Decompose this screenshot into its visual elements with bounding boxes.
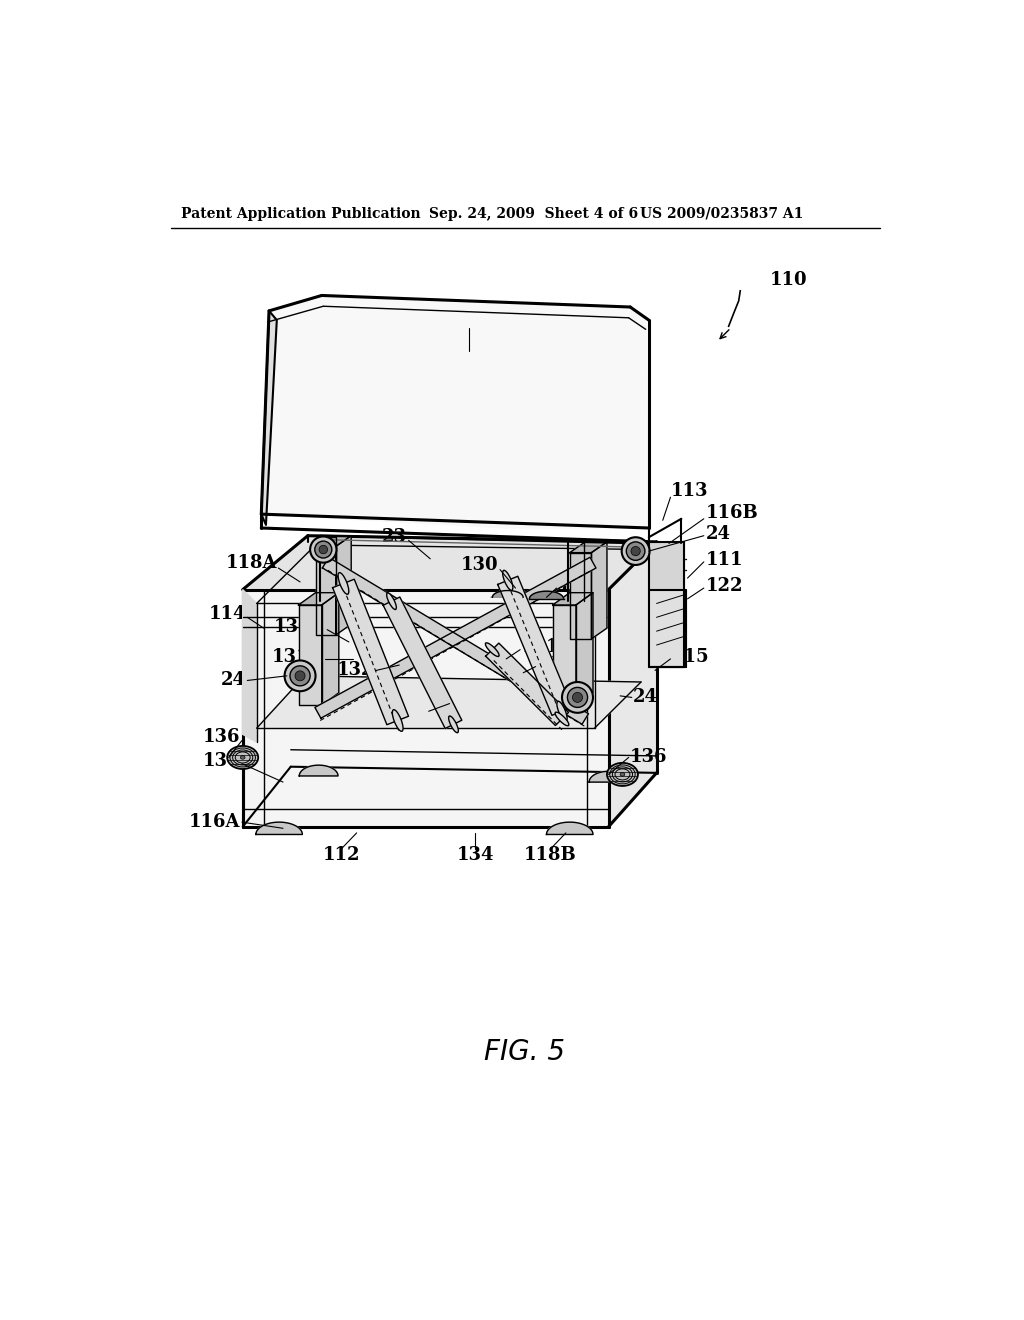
- Polygon shape: [299, 593, 339, 605]
- Polygon shape: [592, 543, 607, 639]
- Polygon shape: [299, 766, 338, 776]
- Circle shape: [310, 536, 337, 562]
- Text: 111: 111: [706, 552, 742, 569]
- Polygon shape: [336, 536, 351, 635]
- Text: 24: 24: [221, 672, 246, 689]
- Polygon shape: [256, 822, 302, 834]
- Circle shape: [295, 671, 305, 681]
- Circle shape: [631, 546, 640, 556]
- Text: 130: 130: [461, 556, 499, 574]
- Polygon shape: [261, 296, 649, 528]
- Polygon shape: [243, 590, 608, 826]
- Ellipse shape: [227, 746, 258, 770]
- Text: 131B: 131B: [521, 639, 574, 656]
- Polygon shape: [243, 536, 656, 590]
- Text: 134: 134: [457, 846, 494, 865]
- Text: FIG. 5: FIG. 5: [484, 1038, 565, 1065]
- Ellipse shape: [621, 772, 625, 776]
- Circle shape: [319, 545, 328, 554]
- Text: US 2009/0235837 A1: US 2009/0235837 A1: [640, 207, 803, 220]
- Ellipse shape: [607, 763, 638, 785]
- Circle shape: [567, 688, 588, 708]
- Ellipse shape: [449, 715, 459, 733]
- Circle shape: [290, 665, 310, 686]
- Polygon shape: [553, 605, 575, 705]
- Ellipse shape: [485, 643, 499, 656]
- Polygon shape: [529, 591, 563, 599]
- Text: Patent Application Publication: Patent Application Publication: [180, 207, 420, 220]
- Polygon shape: [485, 643, 568, 726]
- Text: 116A: 116A: [188, 813, 241, 832]
- Polygon shape: [323, 557, 589, 725]
- Circle shape: [562, 682, 593, 713]
- Text: 114: 114: [208, 606, 246, 623]
- Circle shape: [627, 541, 645, 560]
- Ellipse shape: [503, 570, 513, 590]
- Ellipse shape: [338, 573, 349, 594]
- Circle shape: [285, 660, 315, 692]
- Text: 130B: 130B: [375, 702, 427, 721]
- Polygon shape: [569, 543, 607, 553]
- Polygon shape: [553, 593, 593, 605]
- Ellipse shape: [555, 711, 569, 726]
- Ellipse shape: [387, 593, 396, 610]
- Polygon shape: [299, 605, 322, 705]
- Polygon shape: [498, 577, 572, 715]
- Polygon shape: [243, 590, 257, 742]
- Text: 132: 132: [337, 661, 375, 680]
- Circle shape: [314, 541, 332, 558]
- Polygon shape: [383, 597, 462, 729]
- Text: 136: 136: [203, 729, 241, 746]
- Text: Sep. 24, 2009  Sheet 4 of 6: Sep. 24, 2009 Sheet 4 of 6: [429, 207, 638, 220]
- Ellipse shape: [241, 756, 245, 759]
- Text: 112: 112: [323, 846, 359, 865]
- Text: 136: 136: [630, 748, 668, 767]
- Text: 110: 110: [770, 271, 807, 289]
- Polygon shape: [589, 771, 628, 781]
- Polygon shape: [322, 593, 339, 705]
- Text: 130A: 130A: [274, 618, 326, 635]
- Circle shape: [622, 537, 649, 565]
- Polygon shape: [547, 822, 593, 834]
- Polygon shape: [490, 590, 524, 597]
- Text: 118A: 118A: [225, 554, 276, 573]
- Polygon shape: [569, 553, 592, 639]
- Text: 24: 24: [706, 525, 730, 543]
- Polygon shape: [315, 546, 336, 635]
- Text: 116B: 116B: [706, 504, 758, 521]
- Polygon shape: [315, 536, 351, 546]
- Text: 113: 113: [671, 482, 708, 500]
- Polygon shape: [257, 676, 641, 729]
- Text: 24: 24: [633, 689, 658, 706]
- Text: 131A: 131A: [271, 648, 324, 667]
- Polygon shape: [333, 579, 409, 725]
- Text: 115: 115: [672, 648, 710, 667]
- Polygon shape: [315, 557, 596, 718]
- Text: 23: 23: [382, 528, 407, 546]
- Text: 134: 134: [203, 751, 241, 770]
- Circle shape: [572, 693, 583, 702]
- Ellipse shape: [392, 710, 403, 731]
- Polygon shape: [261, 312, 276, 524]
- Polygon shape: [575, 593, 593, 705]
- Ellipse shape: [557, 701, 567, 721]
- Polygon shape: [649, 543, 684, 667]
- Text: 131: 131: [538, 656, 574, 675]
- Text: 119: 119: [451, 313, 487, 330]
- Text: 118B: 118B: [524, 846, 577, 865]
- Text: 120: 120: [558, 577, 596, 595]
- Polygon shape: [649, 590, 686, 667]
- Polygon shape: [608, 543, 656, 826]
- Text: 122: 122: [706, 577, 742, 595]
